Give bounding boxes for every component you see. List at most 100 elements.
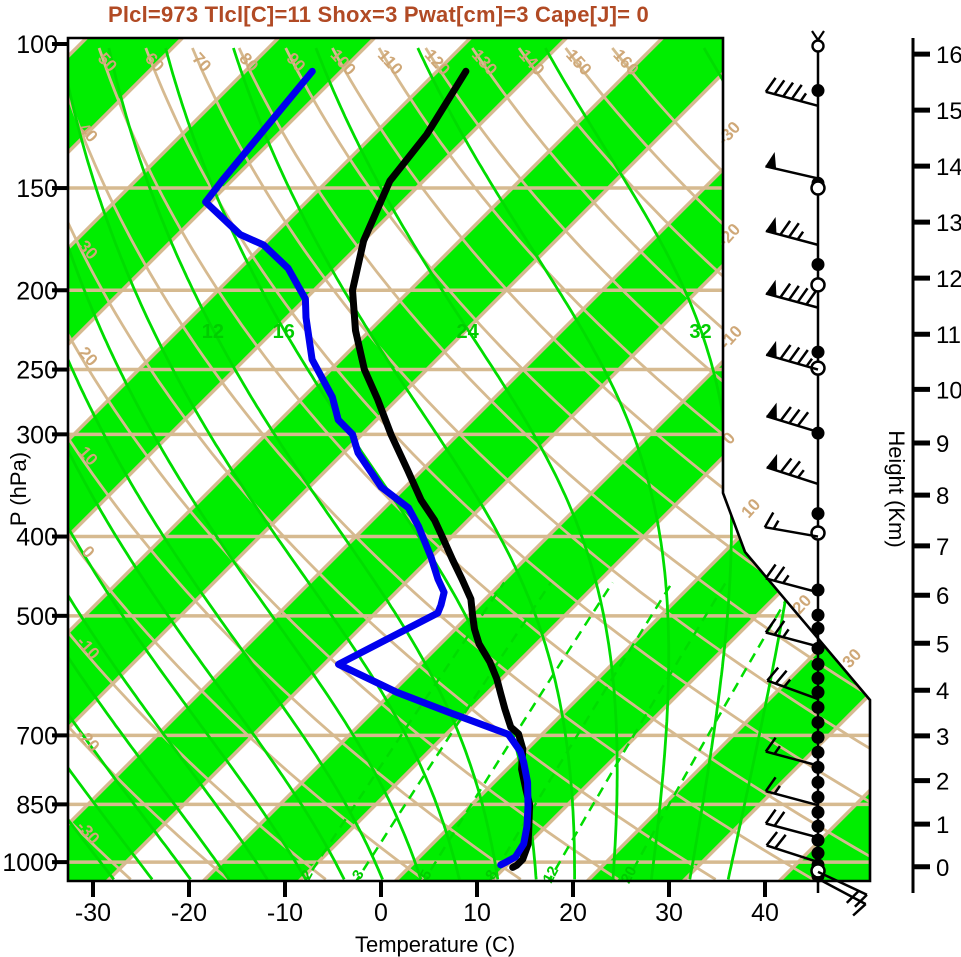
svg-text:15: 15 — [936, 98, 961, 125]
staff-dot — [811, 426, 825, 440]
staff-dot — [811, 621, 825, 635]
wind-barb — [766, 666, 819, 701]
svg-text:70: 70 — [188, 49, 215, 76]
svg-text:10: 10 — [738, 495, 765, 522]
staff-dot — [811, 715, 825, 729]
wind-barb — [765, 831, 819, 864]
svg-text:1: 1 — [936, 812, 949, 839]
dewpoint-profile-line — [202, 67, 532, 869]
staff-dot — [811, 583, 825, 597]
svg-text:400: 400 — [16, 524, 58, 552]
svg-text:-10: -10 — [267, 899, 303, 927]
svg-text:500: 500 — [16, 603, 58, 631]
wind-barb — [764, 77, 819, 108]
moist-adiabat-lines — [68, 47, 810, 881]
wind-barb — [764, 617, 819, 648]
staff-dot — [811, 745, 825, 759]
svg-text:4: 4 — [936, 678, 949, 705]
svg-text:100: 100 — [16, 31, 58, 59]
staff-dot — [811, 819, 825, 833]
svg-text:200: 200 — [16, 277, 58, 305]
svg-text:7: 7 — [936, 534, 949, 561]
svg-text:9: 9 — [936, 431, 949, 458]
svg-text:24: 24 — [456, 321, 479, 343]
svg-text:32: 32 — [689, 321, 711, 343]
staff-dot — [811, 730, 825, 744]
staff-circle — [810, 863, 826, 879]
staff-dot — [811, 671, 825, 685]
svg-text:250: 250 — [16, 357, 58, 385]
svg-text:5: 5 — [936, 631, 949, 658]
wind-barb — [764, 563, 819, 594]
wind-barb — [817, 877, 867, 917]
svg-text:12: 12 — [539, 864, 562, 887]
staff-dot — [811, 790, 825, 804]
staff-circle — [810, 277, 826, 293]
svg-text:14: 14 — [936, 154, 961, 181]
svg-text:0: 0 — [374, 899, 388, 927]
wind-barb — [765, 340, 819, 371]
svg-text:16: 16 — [273, 321, 295, 343]
staff-dot — [811, 608, 825, 622]
svg-text:3: 3 — [936, 724, 949, 751]
svg-text:-30: -30 — [714, 118, 745, 149]
svg-text:30: 30 — [655, 899, 683, 927]
svg-text:2: 2 — [936, 769, 949, 796]
staff-dot — [811, 760, 825, 774]
svg-text:16: 16 — [936, 42, 961, 69]
svg-text:10: 10 — [463, 899, 491, 927]
wind-barb — [764, 808, 819, 839]
svg-text:300: 300 — [16, 421, 58, 449]
svg-text:850: 850 — [16, 791, 58, 819]
isotherm-bands — [68, 38, 870, 881]
wind-barb — [765, 279, 819, 309]
svg-text:20: 20 — [75, 343, 102, 370]
staff-dot — [811, 84, 825, 98]
sounding-profiles — [202, 67, 534, 871]
staff-top-icon — [811, 30, 825, 53]
staff-circle — [810, 180, 826, 196]
svg-text:8: 8 — [936, 483, 949, 510]
svg-text:12: 12 — [936, 266, 961, 293]
wind-barb — [766, 453, 819, 486]
wind-barb — [763, 511, 819, 538]
svg-text:20: 20 — [789, 591, 816, 618]
staff-dot — [811, 345, 825, 359]
staff-dot — [811, 257, 825, 271]
svg-text:40: 40 — [751, 899, 779, 927]
svg-text:150: 150 — [16, 175, 58, 203]
svg-text:13: 13 — [936, 210, 961, 237]
staff-dot — [811, 685, 825, 699]
svg-text:0: 0 — [936, 855, 949, 882]
wind-barb — [764, 736, 819, 767]
staff-dot — [811, 507, 825, 521]
wind-barb-column — [763, 30, 868, 917]
svg-text:10: 10 — [936, 377, 961, 404]
plot-background — [68, 38, 870, 881]
staff-dot — [811, 700, 825, 714]
svg-text:20: 20 — [559, 899, 587, 927]
svg-text:11: 11 — [936, 322, 961, 349]
chart-title: Plcl=973 Tlcl[C]=11 Shox=3 Pwat[cm]=3 Ca… — [108, 2, 649, 27]
wind-barb — [765, 216, 819, 247]
svg-text:0: 0 — [78, 542, 98, 562]
svg-text:700: 700 — [16, 722, 58, 750]
svg-text:110: 110 — [374, 46, 406, 79]
pressure-axis-title: P (hPa) — [6, 451, 31, 527]
svg-text:-20: -20 — [171, 899, 207, 927]
staff-dot — [811, 846, 825, 860]
staff-dot — [811, 657, 825, 671]
staff-dot — [811, 775, 825, 789]
svg-text:12: 12 — [202, 321, 224, 343]
wind-barb — [766, 402, 819, 434]
temperature-axis-title: Temperature (C) — [355, 932, 516, 957]
staff-circle — [810, 525, 826, 541]
svg-text:-30: -30 — [75, 899, 111, 927]
wind-barb — [765, 152, 819, 180]
svg-text:6: 6 — [936, 583, 949, 610]
wind-barb — [764, 776, 819, 807]
staff-dot — [811, 805, 825, 819]
